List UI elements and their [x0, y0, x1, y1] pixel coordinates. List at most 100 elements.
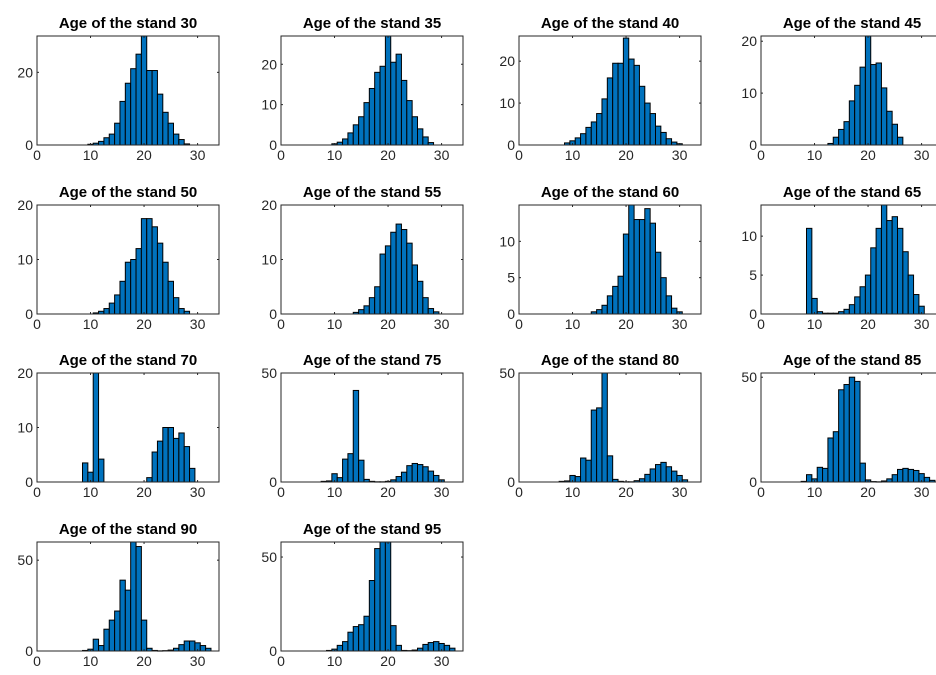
x-tick-label: 0: [33, 653, 41, 669]
panel-title: Age of the stand 90: [59, 521, 197, 538]
y-tick-label: 0: [507, 306, 515, 322]
histogram-bar: [638, 219, 646, 315]
histogram-bar: [162, 111, 169, 146]
histogram-bar: [832, 431, 840, 483]
histogram-bar: [103, 137, 110, 146]
histogram-bar: [395, 53, 402, 146]
histogram-bar: [417, 464, 424, 483]
histogram-bar: [368, 87, 376, 146]
histogram-bar: [151, 226, 158, 315]
histogram-bar: [891, 123, 898, 146]
histogram-panel: Age of the stand 65 0 10 20 30 0 5 10: [741, 184, 936, 332]
histogram-bar: [124, 261, 132, 315]
histogram-bar: [135, 248, 142, 315]
x-tick-label: 10: [565, 484, 581, 500]
histogram-bar: [875, 227, 882, 315]
histogram-bar: [649, 468, 656, 483]
histogram-bar: [400, 79, 408, 146]
histogram-bar: [907, 274, 915, 315]
histogram-bar: [363, 102, 370, 146]
histogram-bar: [130, 259, 137, 315]
histogram-bar: [199, 645, 207, 652]
histogram-bar: [606, 77, 614, 146]
histogram-bar: [665, 138, 673, 146]
histogram-bar: [880, 204, 888, 315]
x-tick-label: 30: [434, 484, 450, 500]
histogram-bar: [628, 204, 635, 315]
histogram-bar: [838, 128, 845, 146]
histogram-bar: [655, 251, 662, 315]
x-tick-label: 10: [83, 484, 99, 500]
panel-title: Age of the stand 30: [59, 15, 197, 32]
histogram-bar: [336, 477, 344, 483]
x-tick-label: 10: [807, 484, 823, 500]
x-tick-label: 20: [380, 147, 396, 163]
x-tick-label: 10: [565, 147, 581, 163]
histogram-panel: Age of the stand 30 0 10 20 30 0 20: [17, 15, 220, 163]
histogram-bar: [167, 122, 175, 146]
x-tick-label: 20: [380, 316, 396, 332]
histogram-bar: [902, 467, 909, 483]
histogram-bar: [342, 458, 349, 483]
x-tick-label: 20: [380, 653, 396, 669]
histogram-bar: [612, 62, 619, 146]
histogram-bar: [146, 70, 153, 146]
histogram-bar: [384, 245, 392, 315]
histogram-bar: [173, 133, 180, 146]
histogram-bar: [601, 304, 608, 315]
y-tick-label: 0: [507, 137, 515, 153]
histogram-panel: Age of the stand 35 0 10 20 30 0 10 20: [261, 15, 464, 163]
histogram-bar: [178, 644, 185, 652]
histogram-bar: [183, 446, 191, 483]
x-tick-label: 20: [136, 147, 152, 163]
histogram-bar: [162, 261, 169, 315]
histogram-bar: [422, 466, 429, 483]
histogram-bar: [907, 468, 915, 483]
histogram-bar: [622, 233, 630, 315]
histogram-bar: [103, 628, 110, 652]
y-tick-label: 10: [499, 95, 515, 111]
plot-frame: [518, 372, 702, 483]
y-tick-label: 50: [17, 552, 33, 568]
y-tick-label: 0: [25, 643, 33, 659]
histogram-bar: [374, 286, 381, 315]
x-tick-label: 0: [757, 147, 765, 163]
x-tick-label: 0: [757, 316, 765, 332]
x-tick-label: 30: [434, 147, 450, 163]
histogram-bar: [827, 437, 834, 483]
histogram-bar: [606, 295, 614, 315]
histogram-bar: [124, 589, 132, 652]
histogram-bar: [156, 93, 164, 146]
histogram-bar: [665, 466, 673, 483]
histogram-bar: [358, 459, 365, 483]
x-tick-label: 30: [672, 316, 688, 332]
histogram-bar: [854, 296, 861, 315]
x-tick-label: 0: [33, 484, 41, 500]
histogram-bar: [82, 462, 89, 483]
histogram-bar: [854, 380, 861, 483]
histogram-bar: [433, 474, 440, 483]
histogram-bar: [897, 136, 904, 146]
y-tick-label: 50: [499, 365, 515, 381]
x-tick-label: 30: [672, 484, 688, 500]
y-tick-label: 20: [261, 56, 277, 72]
x-tick-label: 20: [136, 484, 152, 500]
histogram-bar: [859, 462, 866, 483]
plot-frame: [36, 541, 220, 652]
histogram-bar: [347, 453, 354, 483]
histogram-bar: [585, 459, 592, 483]
histogram-bar: [838, 389, 845, 483]
histogram-bar: [585, 126, 592, 146]
histogram-bar: [162, 427, 169, 483]
histogram-bar: [832, 136, 840, 146]
x-tick-label: 30: [190, 147, 206, 163]
histogram-bar: [848, 100, 856, 146]
histogram-panel: Age of the stand 90 0 10 20 30 0 50: [17, 521, 220, 669]
histogram-panel: Age of the stand 75 0 10 20 30 0 50: [261, 352, 464, 500]
x-tick-label: 10: [83, 316, 99, 332]
x-tick-label: 10: [327, 147, 343, 163]
histogram-bar: [612, 285, 619, 315]
x-tick-label: 30: [190, 484, 206, 500]
histogram-bar: [358, 309, 365, 315]
histogram-bar: [98, 645, 105, 652]
